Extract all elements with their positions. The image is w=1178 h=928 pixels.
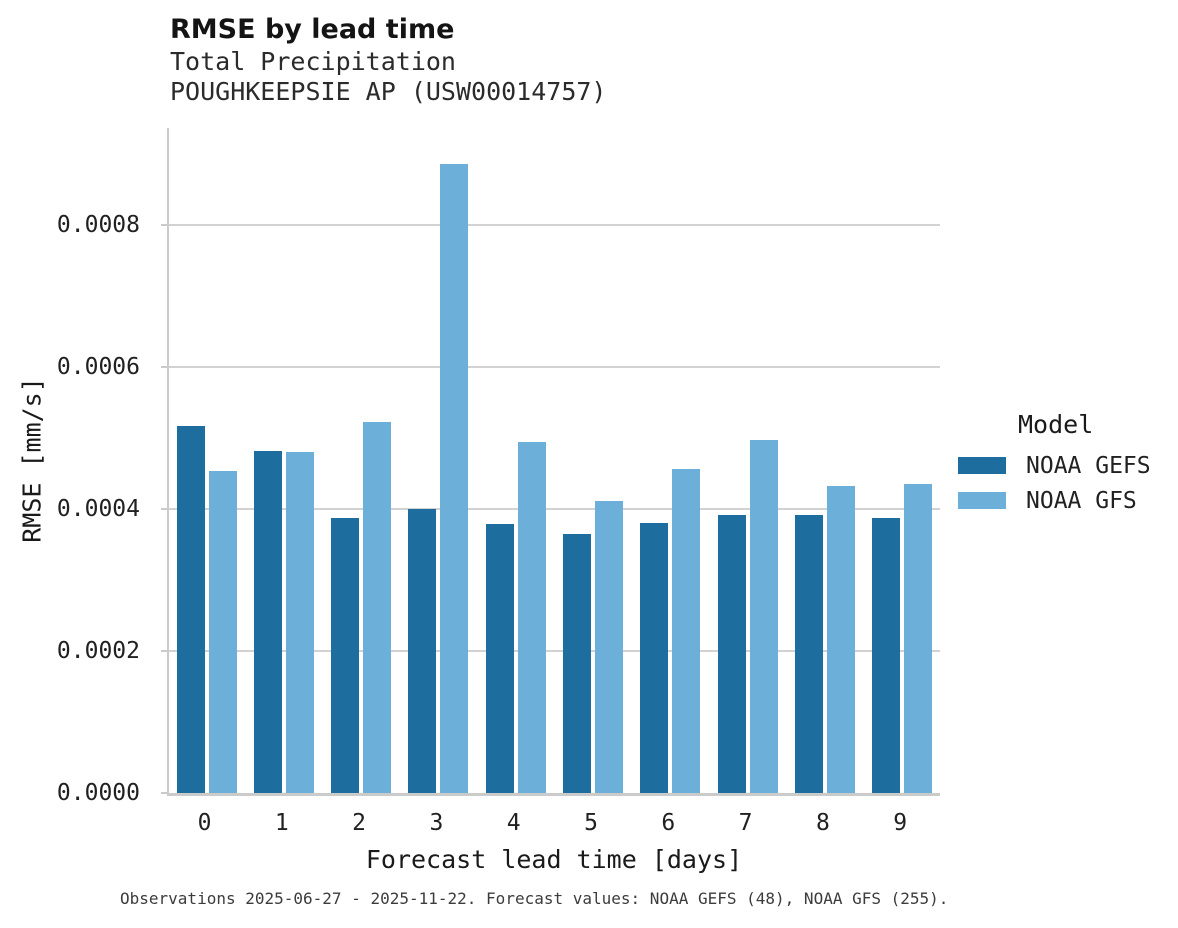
legend-swatch-noaa-gfs <box>958 492 1006 509</box>
gridline-0.0008 <box>169 224 940 226</box>
legend-swatch-noaa-gefs <box>958 457 1006 474</box>
x-tick-label-5: 5 <box>584 810 598 836</box>
chart-subtitle-line-1: Total Precipitation <box>170 47 456 76</box>
chart-header: RMSE by lead time Total Precipitation PO… <box>170 14 607 106</box>
y-tick-label-0.0000: 0.0000 <box>56 780 140 806</box>
bar-noaa-gfs-lead-1 <box>285 451 314 793</box>
bar-noaa-gfs-lead-4 <box>517 441 546 793</box>
x-tick-label-2: 2 <box>352 810 367 836</box>
chart-subtitle-line-2: POUGHKEEPSIE AP (USW00014757) <box>170 77 607 106</box>
legend-label-noaa-gfs: NOAA GFS <box>1026 487 1137 514</box>
legend: Model NOAA GEFS NOAA GFS <box>950 410 1175 518</box>
bar-noaa-gefs-lead-6 <box>640 523 669 793</box>
bar-noaa-gfs-lead-5 <box>595 500 623 793</box>
legend-label-noaa-gefs: NOAA GEFS <box>1026 452 1151 479</box>
bar-noaa-gefs-lead-2 <box>331 518 360 793</box>
bar-noaa-gfs-lead-6 <box>672 468 701 793</box>
y-tick-label-0.0002: 0.0002 <box>56 637 140 664</box>
bar-noaa-gfs-lead-9 <box>904 484 933 793</box>
gridline-0.0002 <box>169 650 940 652</box>
bar-noaa-gefs-lead-3 <box>408 509 437 793</box>
x-tick-label-4: 4 <box>506 810 521 836</box>
y-tick-mark-0.0006 <box>161 366 169 368</box>
y-tick-mark-0.0000 <box>161 792 169 794</box>
bar-noaa-gefs-lead-7 <box>717 515 746 793</box>
y-tick-label-0.0004: 0.0004 <box>56 495 140 522</box>
plot-panel <box>161 128 940 796</box>
gridline-0.0006 <box>169 366 940 368</box>
bar-noaa-gefs-lead-0 <box>176 425 205 793</box>
bar-noaa-gefs-lead-5 <box>563 533 591 793</box>
y-tick-label-0.0008: 0.0008 <box>56 211 140 238</box>
bar-noaa-gfs-lead-3 <box>440 163 469 793</box>
caption: Observations 2025-06-27 - 2025-11-22. Fo… <box>120 889 949 908</box>
y-tick-label-0.0006: 0.0006 <box>56 353 140 380</box>
x-tick-label-7: 7 <box>738 810 753 836</box>
legend-title: Model <box>1018 410 1094 439</box>
y-tick-mark-0.0002 <box>161 650 169 652</box>
gridline-0.0004 <box>169 508 940 510</box>
bar-noaa-gfs-lead-0 <box>208 471 237 793</box>
y-tick-mark-0.0004 <box>161 508 169 510</box>
bar-noaa-gfs-lead-7 <box>749 440 778 793</box>
bar-noaa-gefs-lead-1 <box>253 450 282 793</box>
x-tick-label-0: 0 <box>197 810 212 836</box>
legend-item-noaa-gfs: NOAA GFS <box>950 483 1175 518</box>
x-tick-label-9: 9 <box>893 810 908 836</box>
x-axis-title: Forecast lead time [days] <box>365 845 743 874</box>
bar-noaa-gefs-lead-4 <box>485 523 514 793</box>
x-tick-label-3: 3 <box>429 810 444 836</box>
bar-noaa-gfs-lead-2 <box>363 421 392 793</box>
bar-noaa-gefs-lead-8 <box>794 514 823 793</box>
chart-title: RMSE by lead time <box>170 14 455 45</box>
bar-noaa-gefs-lead-9 <box>872 518 901 793</box>
x-tick-label-8: 8 <box>815 810 830 836</box>
bar-noaa-gfs-lead-8 <box>826 485 855 793</box>
x-tick-label-1: 1 <box>274 810 289 836</box>
legend-item-noaa-gefs: NOAA GEFS <box>950 448 1175 483</box>
x-tick-label-6: 6 <box>661 810 676 836</box>
y-tick-mark-0.0008 <box>161 224 169 226</box>
